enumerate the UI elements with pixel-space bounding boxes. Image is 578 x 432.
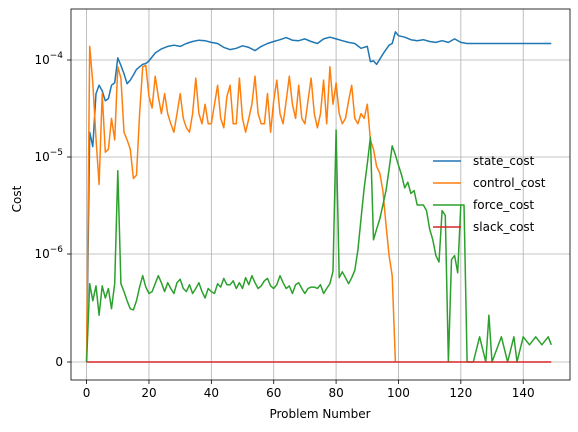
x-tick-label: 40 bbox=[204, 386, 219, 400]
series-line-state-cost bbox=[85, 31, 552, 363]
x-tick-label: 140 bbox=[512, 386, 535, 400]
x-tick-label: 20 bbox=[141, 386, 156, 400]
y-tick-label: 10−4 bbox=[34, 51, 63, 67]
y-tick-label: 10−6 bbox=[34, 245, 63, 261]
series-layer bbox=[85, 31, 552, 363]
legend: state_cost control_cost force_cost slack_co… bbox=[433, 154, 546, 234]
series-line-control-cost bbox=[85, 45, 397, 363]
x-tick-label: 60 bbox=[266, 386, 281, 400]
legend-label-force-cost: force_cost bbox=[473, 198, 534, 212]
series-line-force-cost bbox=[85, 129, 552, 363]
x-axis-label: Problem Number bbox=[269, 407, 370, 421]
x-tick-label: 100 bbox=[387, 386, 410, 400]
y-tick-label: 0 bbox=[55, 355, 63, 369]
x-tick-label: 80 bbox=[328, 386, 343, 400]
legend-label-state-cost: state_cost bbox=[473, 154, 535, 168]
y-axis-label: Cost bbox=[10, 185, 24, 212]
x-tick-label: 0 bbox=[83, 386, 91, 400]
x-axis: 0 20 40 60 80 100 120 140 bbox=[83, 380, 535, 400]
x-tick-label: 120 bbox=[449, 386, 472, 400]
plot-frame bbox=[70, 8, 571, 381]
legend-label-control-cost: control_cost bbox=[473, 176, 546, 190]
y-axis: 0 10−6 10−5 10−4 bbox=[34, 51, 71, 369]
y-tick-label: 10−5 bbox=[34, 148, 63, 164]
legend-label-slack-cost: slack_cost bbox=[473, 220, 535, 234]
